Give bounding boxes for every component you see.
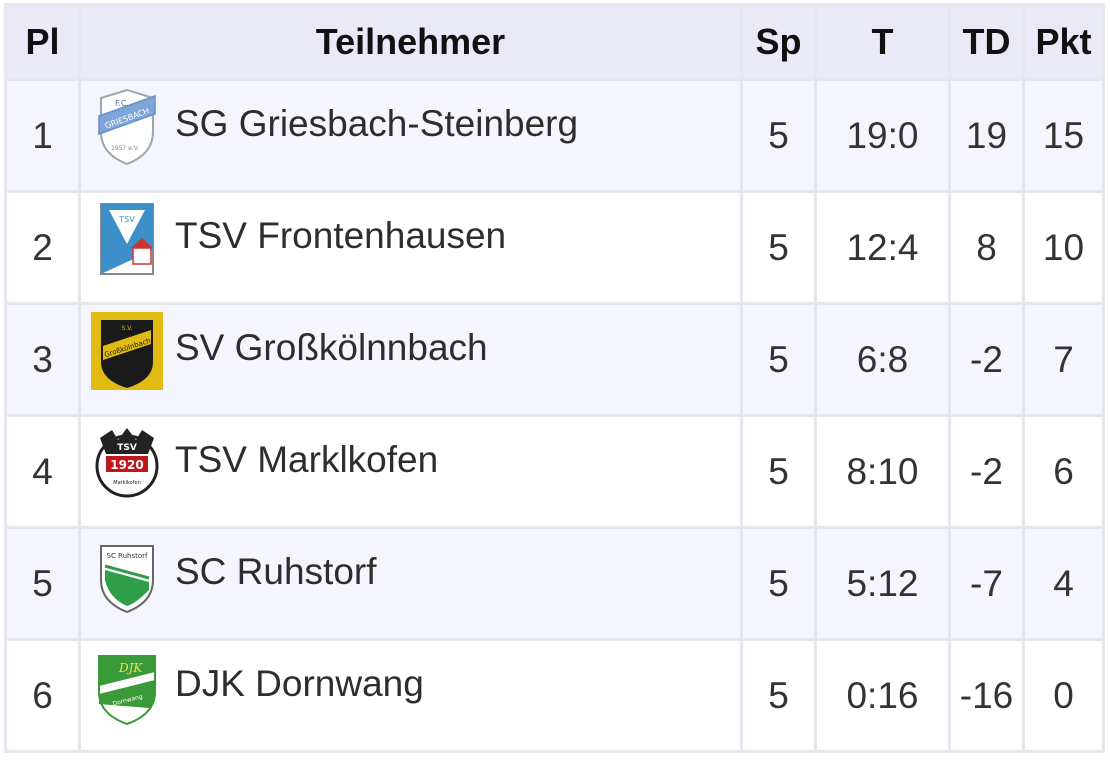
team-name[interactable]: TSV Marklkofen	[175, 439, 439, 480]
goal-diff-cell: -16	[948, 638, 1025, 753]
team-name[interactable]: SG Griesbach-Steinberg	[175, 103, 579, 144]
svg-text:1920: 1920	[110, 458, 143, 472]
header-row: Pl Teilnehmer Sp T TD Pkt	[4, 3, 1105, 81]
header-sp: Sp	[740, 3, 817, 81]
points-cell: 7	[1022, 302, 1105, 417]
goal-diff-cell: -7	[948, 526, 1025, 641]
points-cell: 6	[1022, 414, 1105, 529]
team-cell: SC Ruhstorf SC Ruhstorf	[78, 526, 743, 641]
table-row: 3 Großkölnbach S.V. SV Großkölnnbach	[4, 302, 1105, 417]
rank-cell: 6	[4, 638, 81, 753]
team-cell: DJK Dornwang DJK Dornwang	[78, 638, 743, 753]
goals-cell: 8:10	[814, 414, 951, 529]
points-cell: 0	[1022, 638, 1105, 753]
team-name[interactable]: SV Großkölnnbach	[175, 327, 488, 368]
header-t: T	[814, 3, 951, 81]
rank-cell: 3	[4, 302, 81, 417]
played-cell: 5	[740, 526, 817, 641]
points-cell: 4	[1022, 526, 1105, 641]
rank-cell: 5	[4, 526, 81, 641]
played-cell: 5	[740, 190, 817, 305]
svg-text:1957 e.V.: 1957 e.V.	[111, 145, 139, 152]
points-cell: 15	[1022, 78, 1105, 193]
standings-table: Pl Teilnehmer Sp T TD Pkt 1 GRIESBACH F.…	[4, 3, 1105, 753]
goals-cell: 19:0	[814, 78, 951, 193]
points-cell: 10	[1022, 190, 1105, 305]
header-pl: Pl	[4, 3, 81, 81]
svg-text:TSV: TSV	[118, 215, 135, 224]
team-cell: Großkölnbach S.V. SV Großkölnnbach	[78, 302, 743, 417]
rank-cell: 1	[4, 78, 81, 193]
griesbach-crest-icon: GRIESBACH F.C. 1957 e.V.	[91, 87, 163, 167]
goal-diff-cell: 19	[948, 78, 1025, 193]
table-row: 4 TSV 1920 Marklkofen TSV Marklkofen	[4, 414, 1105, 529]
svg-text:SC Ruhstorf: SC Ruhstorf	[107, 552, 149, 560]
table-row: 2 TSV TSV Frontenhausen	[4, 190, 1105, 305]
team-cell: GRIESBACH F.C. 1957 e.V. SG Griesbach-St…	[78, 78, 743, 193]
grosskoellnbach-crest-icon: Großkölnbach S.V.	[91, 311, 163, 391]
svg-text:DJK: DJK	[118, 661, 143, 675]
played-cell: 5	[740, 414, 817, 529]
table-row: 5 SC Ruhstorf SC Ruhstorf 5 5:12	[4, 526, 1105, 641]
svg-text:S.V.: S.V.	[122, 325, 133, 332]
goals-cell: 5:12	[814, 526, 951, 641]
team-cell: TSV TSV Frontenhausen	[78, 190, 743, 305]
goal-diff-cell: -2	[948, 414, 1025, 529]
played-cell: 5	[740, 638, 817, 753]
team-name[interactable]: TSV Frontenhausen	[175, 215, 507, 256]
dornwang-crest-icon: DJK Dornwang	[91, 647, 163, 727]
ruhstorf-crest-icon: SC Ruhstorf	[91, 535, 163, 615]
header-pkt: Pkt	[1022, 3, 1105, 81]
goals-cell: 6:8	[814, 302, 951, 417]
team-name[interactable]: SC Ruhstorf	[175, 551, 377, 592]
table-row: 1 GRIESBACH F.C. 1957 e.V. SG Griesbach-…	[4, 78, 1105, 193]
svg-text:TSV: TSV	[117, 443, 137, 453]
frontenhausen-crest-icon: TSV	[91, 199, 163, 279]
goals-cell: 0:16	[814, 638, 951, 753]
rank-cell: 4	[4, 414, 81, 529]
goal-diff-cell: -2	[948, 302, 1025, 417]
played-cell: 5	[740, 78, 817, 193]
goals-cell: 12:4	[814, 190, 951, 305]
goal-diff-cell: 8	[948, 190, 1025, 305]
header-team: Teilnehmer	[78, 3, 743, 81]
rank-cell: 2	[4, 190, 81, 305]
header-td: TD	[948, 3, 1025, 81]
marklkofen-crest-icon: TSV 1920 Marklkofen	[91, 423, 163, 503]
team-name[interactable]: DJK Dornwang	[175, 663, 424, 704]
svg-text:F.C.: F.C.	[115, 99, 129, 108]
table-row: 6 DJK Dornwang DJK Dornwang 5	[4, 638, 1105, 753]
team-cell: TSV 1920 Marklkofen TSV Marklkofen	[78, 414, 743, 529]
svg-text:Marklkofen: Marklkofen	[113, 480, 141, 486]
played-cell: 5	[740, 302, 817, 417]
